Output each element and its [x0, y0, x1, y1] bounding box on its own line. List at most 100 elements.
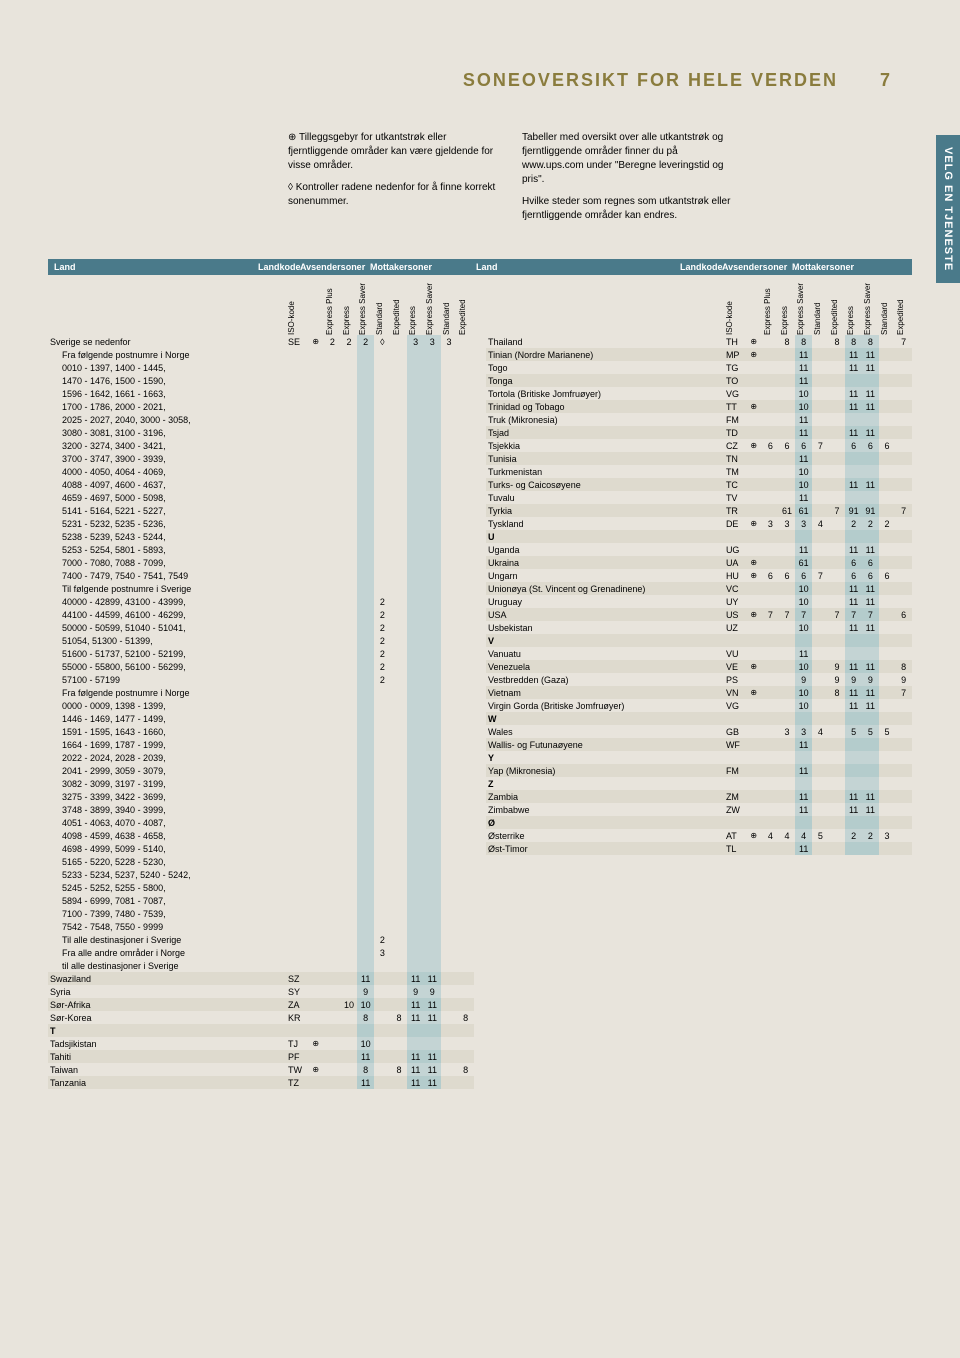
zone-value	[407, 478, 424, 491]
extra-charge-icon	[745, 361, 762, 374]
zone-value	[779, 452, 796, 465]
zone-value: 6	[862, 556, 879, 569]
zone-value	[762, 673, 779, 686]
zone-value	[457, 361, 474, 374]
iso-code: TV	[724, 491, 745, 504]
zone-value	[762, 751, 779, 764]
zone-value	[357, 1024, 374, 1037]
zone-value	[357, 738, 374, 751]
zone-value	[795, 530, 812, 543]
zone-value	[341, 842, 358, 855]
zone-value: 2	[374, 595, 391, 608]
zone-value	[457, 374, 474, 387]
extra-charge-icon	[307, 595, 324, 608]
info-box-left: ⊕ Tilleggsgebyr for utkantstrøk eller fj…	[288, 131, 498, 231]
zone-value	[407, 933, 424, 946]
zone-value: 7	[829, 504, 846, 517]
zone-value: 11	[862, 426, 879, 439]
zone-value: 7	[895, 504, 912, 517]
extra-charge-icon	[307, 413, 324, 426]
zone-value: 11	[845, 595, 862, 608]
zone-value	[424, 959, 441, 972]
zone-value	[457, 556, 474, 569]
table-row: UkrainaUA⊕6166	[486, 556, 912, 569]
zone-value	[357, 426, 374, 439]
table-row: 1596 - 1642, 1661 - 1663,	[48, 387, 474, 400]
iso-code	[286, 426, 307, 439]
iso-code	[286, 465, 307, 478]
zone-value	[341, 660, 358, 673]
table-row: 7400 - 7479, 7540 - 7541, 7549	[48, 569, 474, 582]
table-row: Fra alle andre områder i Norge3	[48, 946, 474, 959]
country-name: T	[48, 1024, 286, 1037]
zone-value: 2	[374, 621, 391, 634]
zone-value	[829, 543, 846, 556]
zone-value: 11	[845, 621, 862, 634]
zone-value	[812, 374, 829, 387]
zone-value	[357, 569, 374, 582]
iso-code: VC	[724, 582, 745, 595]
country-name: 3082 - 3099, 3197 - 3199,	[48, 777, 286, 790]
zone-value	[895, 790, 912, 803]
zone-value	[879, 504, 896, 517]
table-row: 55000 - 55800, 56100 - 56299,2	[48, 660, 474, 673]
zone-value	[457, 335, 474, 348]
zone-value	[879, 751, 896, 764]
zone-value	[862, 751, 879, 764]
zone-value	[341, 348, 358, 361]
zone-value	[457, 738, 474, 751]
zone-value	[829, 829, 846, 842]
zone-value	[391, 816, 408, 829]
zone-value	[424, 725, 441, 738]
zone-value	[812, 816, 829, 829]
zone-value	[407, 673, 424, 686]
extra-charge-icon	[745, 803, 762, 816]
zone-value: 7	[845, 608, 862, 621]
zone-value	[829, 413, 846, 426]
zone-value	[424, 374, 441, 387]
zone-value	[762, 764, 779, 777]
extra-charge-icon	[745, 712, 762, 725]
table-row: 2025 - 2027, 2040, 3000 - 3058,	[48, 413, 474, 426]
zone-value	[779, 530, 796, 543]
zone-value	[324, 426, 341, 439]
iso-code: TJ	[286, 1037, 307, 1050]
iso-code	[286, 530, 307, 543]
zone-value	[762, 842, 779, 855]
zone-value	[779, 790, 796, 803]
iso-code	[286, 504, 307, 517]
zone-value	[762, 348, 779, 361]
iso-code: CZ	[724, 439, 745, 452]
iso-code: VU	[724, 647, 745, 660]
extra-charge-icon	[745, 842, 762, 855]
zone-value	[391, 647, 408, 660]
zone-value	[812, 712, 829, 725]
table-row: Sverige se nedenforSE⊕222◊333	[48, 335, 474, 348]
zone-value	[391, 1037, 408, 1050]
zone-value	[779, 777, 796, 790]
table-row: Truk (Mikronesia)FM11	[486, 413, 912, 426]
zone-value	[762, 530, 779, 543]
extra-charge-icon	[745, 374, 762, 387]
zone-value	[879, 790, 896, 803]
extra-charge-icon	[307, 829, 324, 842]
zone-value: 11	[862, 790, 879, 803]
country-name: Z	[486, 777, 724, 790]
zone-value	[324, 1011, 341, 1024]
table-row: Unionøya (St. Vincent og Grenadinene)VC1…	[486, 582, 912, 595]
iso-code: MP	[724, 348, 745, 361]
country-name: V	[486, 634, 724, 647]
zone-value	[374, 1037, 391, 1050]
columns-wrap: ISO-kode Express Plus Express Express Sa…	[48, 275, 912, 1089]
extra-charge-icon	[745, 478, 762, 491]
zone-value	[391, 972, 408, 985]
iso-code	[286, 946, 307, 959]
zone-value	[424, 764, 441, 777]
extra-charge-icon	[745, 816, 762, 829]
zone-value	[441, 634, 458, 647]
country-name: Tyrkia	[486, 504, 724, 517]
zone-value	[391, 543, 408, 556]
zone-value	[424, 920, 441, 933]
zone-value: 9	[795, 673, 812, 686]
zone-value	[829, 595, 846, 608]
